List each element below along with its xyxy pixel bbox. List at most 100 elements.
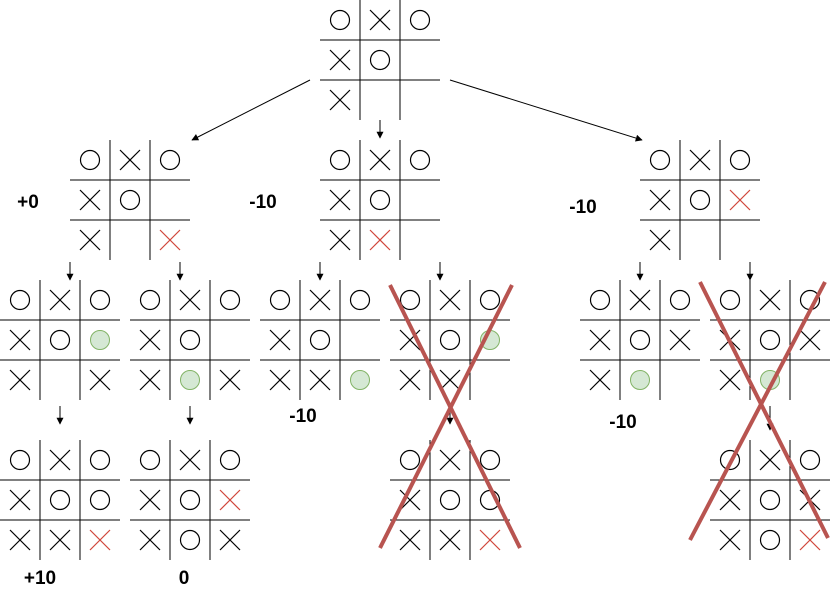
- o-mark-candidate: [350, 370, 370, 390]
- o-mark: [49, 329, 71, 351]
- x-mark-new: [219, 489, 241, 511]
- o-mark: [669, 289, 691, 311]
- x-mark: [759, 289, 781, 311]
- o-mark: [439, 489, 461, 511]
- x-mark: [79, 189, 101, 211]
- o-mark: [759, 489, 781, 511]
- score-label-b: -10: [249, 192, 276, 213]
- board-b: [320, 140, 440, 260]
- o-mark: [89, 289, 111, 311]
- o-mark: [139, 289, 161, 311]
- o-mark-candidate: [630, 370, 650, 390]
- board-a2a: [130, 440, 250, 560]
- tree-edges: [56, 79, 774, 431]
- o-mark: [89, 489, 111, 511]
- board-c2: [710, 280, 830, 400]
- o-mark: [369, 49, 391, 71]
- o-mark: [179, 489, 201, 511]
- x-mark: [439, 449, 461, 471]
- o-mark: [49, 489, 71, 511]
- x-mark: [669, 329, 691, 351]
- x-mark: [49, 449, 71, 471]
- x-mark: [9, 489, 31, 511]
- o-mark: [629, 329, 651, 351]
- tree-boards: [0, 0, 830, 560]
- board-b2a: [390, 440, 510, 560]
- x-mark: [719, 489, 741, 511]
- x-mark: [399, 329, 421, 351]
- x-mark: [309, 289, 331, 311]
- x-mark: [759, 449, 781, 471]
- o-mark: [219, 449, 241, 471]
- x-mark: [139, 529, 161, 551]
- x-mark: [269, 369, 291, 391]
- score-labels: +0 -10 -10 -10 -10 +10 0: [17, 192, 637, 589]
- o-mark: [759, 329, 781, 351]
- x-mark: [399, 529, 421, 551]
- cross-out-line-b2: [388, 284, 522, 549]
- o-mark: [179, 529, 201, 551]
- o-mark: [309, 329, 331, 351]
- x-mark: [89, 369, 111, 391]
- board-root: [320, 0, 440, 120]
- x-mark: [399, 489, 421, 511]
- x-mark-new: [369, 229, 391, 251]
- tree-edge-arrow: [449, 79, 643, 142]
- x-mark: [9, 329, 31, 351]
- o-mark: [409, 149, 431, 171]
- score-label-a1a: +10: [24, 568, 56, 589]
- cross-out-marks: [378, 281, 830, 549]
- score-label-c: -10: [569, 197, 596, 218]
- x-mark: [369, 9, 391, 31]
- x-mark: [119, 149, 141, 171]
- x-mark: [49, 289, 71, 311]
- o-mark: [119, 189, 141, 211]
- x-mark: [399, 369, 421, 391]
- board-c2a: [710, 440, 830, 560]
- o-mark-candidate: [180, 370, 200, 390]
- board-c1: [580, 280, 700, 400]
- x-mark: [649, 229, 671, 251]
- board-a1a: [0, 440, 120, 560]
- x-mark-new: [799, 529, 821, 551]
- o-mark: [269, 289, 291, 311]
- o-mark: [689, 189, 711, 211]
- o-mark: [589, 289, 611, 311]
- o-mark: [719, 449, 741, 471]
- o-mark: [79, 149, 101, 171]
- x-mark-new: [89, 529, 111, 551]
- o-mark: [9, 289, 31, 311]
- x-mark: [799, 329, 821, 351]
- o-mark: [719, 289, 741, 311]
- x-mark: [139, 489, 161, 511]
- o-mark: [729, 149, 751, 171]
- x-mark: [719, 369, 741, 391]
- x-mark: [369, 149, 391, 171]
- o-mark: [759, 529, 781, 551]
- tree-edge-arrow: [191, 79, 311, 141]
- o-mark: [399, 289, 421, 311]
- o-mark: [799, 449, 821, 471]
- x-mark: [439, 529, 461, 551]
- x-mark: [329, 189, 351, 211]
- board-a2: [130, 280, 250, 400]
- x-mark-new: [159, 229, 181, 251]
- board-b2: [390, 280, 510, 400]
- score-label-a2a: 0: [179, 568, 190, 589]
- x-mark: [589, 329, 611, 351]
- o-mark: [9, 449, 31, 471]
- score-label-c1: -10: [609, 412, 636, 433]
- x-mark: [589, 369, 611, 391]
- x-mark: [179, 289, 201, 311]
- x-mark: [9, 529, 31, 551]
- cross-out-line-b2: [378, 284, 514, 549]
- board-a: [70, 140, 190, 260]
- o-mark: [349, 289, 371, 311]
- x-mark: [439, 289, 461, 311]
- cross-out-line-c2: [698, 281, 830, 539]
- board-c: [640, 140, 760, 260]
- o-mark: [369, 189, 391, 211]
- o-mark: [219, 289, 241, 311]
- o-mark: [479, 289, 501, 311]
- x-mark: [269, 329, 291, 351]
